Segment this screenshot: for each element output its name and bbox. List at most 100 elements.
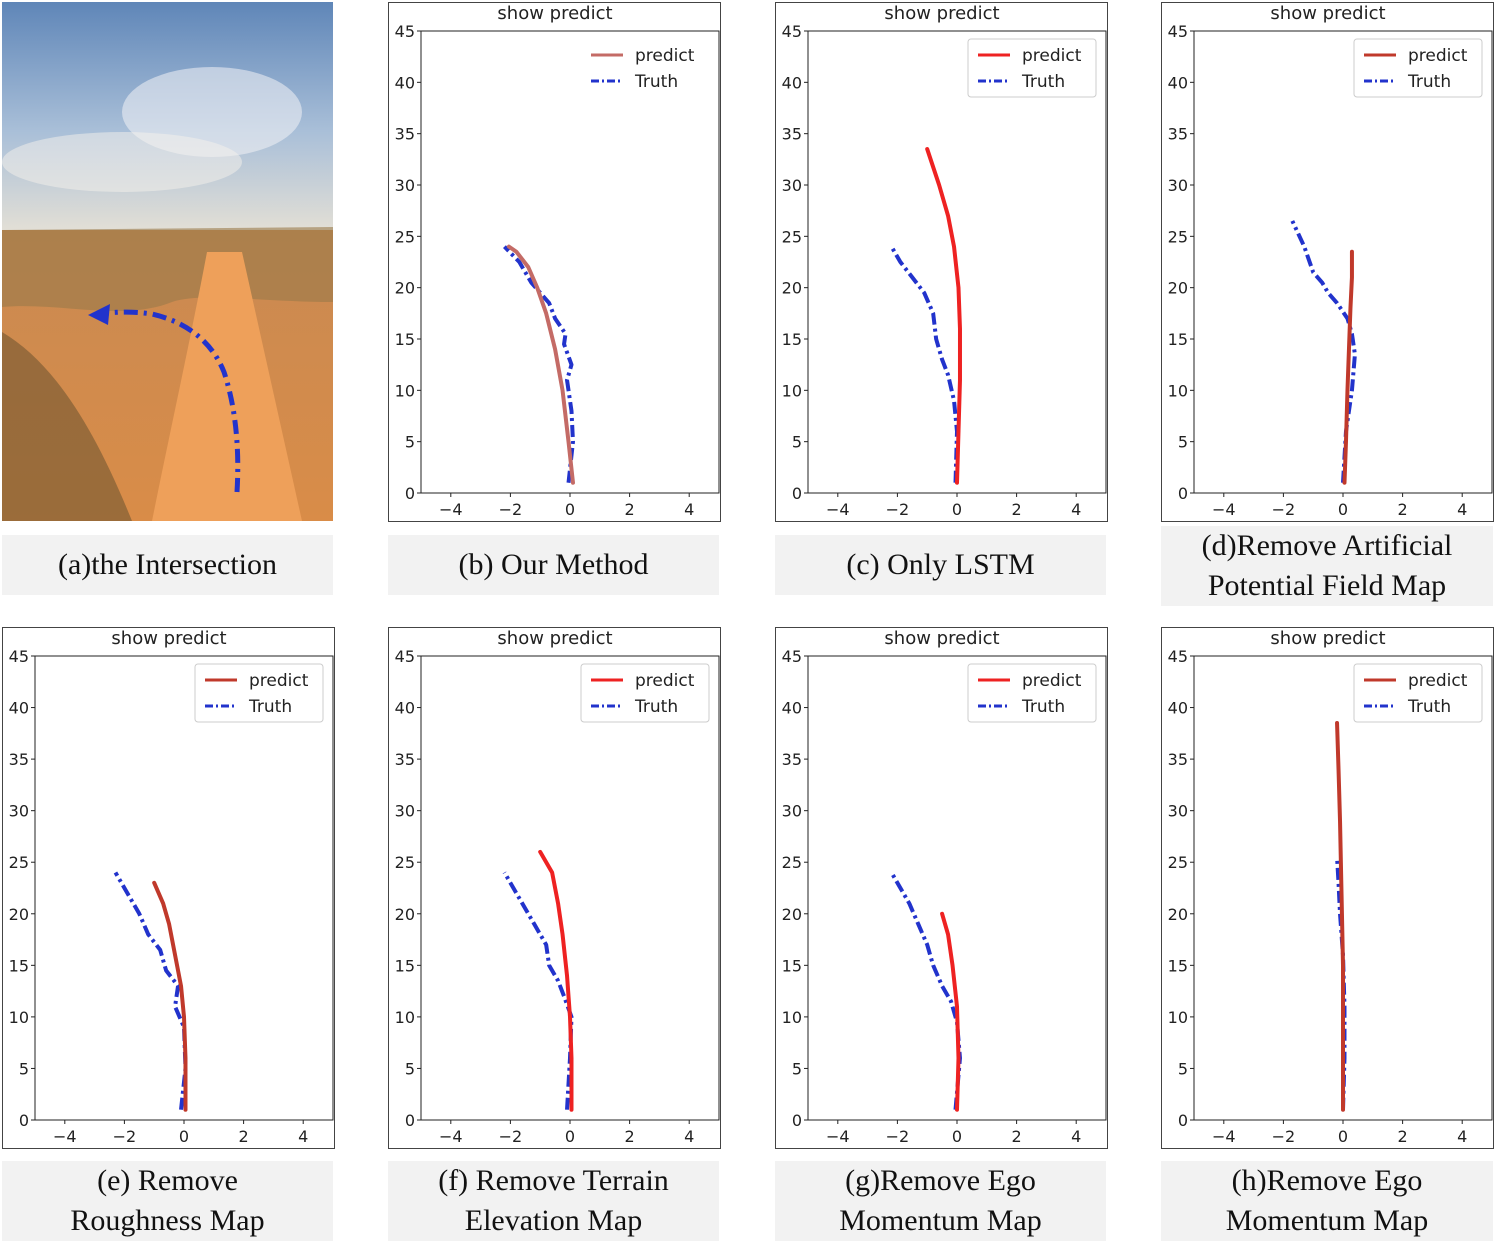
legend-predict-label: predict bbox=[1022, 671, 1082, 691]
y-tick-label: 5 bbox=[405, 433, 415, 452]
series-truth-line bbox=[1290, 220, 1357, 483]
x-tick-label: 0 bbox=[565, 1127, 575, 1146]
legend-truth-label: Truth bbox=[1407, 72, 1451, 92]
caption-c-text: (c) Only LSTM bbox=[846, 548, 1035, 581]
intersection-scene bbox=[2, 2, 333, 521]
legend-predict-label: predict bbox=[1408, 671, 1468, 691]
y-tick-label: 40 bbox=[9, 699, 29, 718]
y-tick-label: 40 bbox=[395, 699, 415, 718]
caption-g: (g)Remove Ego Momentum Map bbox=[775, 1161, 1106, 1241]
caption-h-line2: Momentum Map bbox=[1225, 1204, 1429, 1237]
y-tick-label: 20 bbox=[395, 905, 415, 924]
y-tick-label: 15 bbox=[395, 330, 415, 349]
series-predict-line bbox=[152, 880, 188, 1112]
x-tick-label: 2 bbox=[1398, 500, 1408, 519]
y-tick-label: 30 bbox=[395, 802, 415, 821]
x-tick-label: −2 bbox=[886, 1127, 910, 1146]
chart-h: show predict 0 5 10 15 20 25 30 35 40 45 −4 −2 0 2 4 pre… bbox=[1161, 627, 1494, 1149]
chart-e: show predict 0 5 10 15 20 25 30 35 40 45 −4 −2 0 2 4 pre… bbox=[2, 627, 335, 1149]
x-tick-label: 2 bbox=[625, 1127, 635, 1146]
x-tick-label: −2 bbox=[499, 500, 523, 519]
caption-a: (a)the Intersection bbox=[2, 535, 333, 595]
y-tick-label: 35 bbox=[1168, 750, 1188, 769]
chart-title: show predict bbox=[884, 3, 999, 24]
legend-predict-label: predict bbox=[635, 46, 695, 66]
legend-truth-label: Truth bbox=[1021, 697, 1065, 717]
y-tick-label: 15 bbox=[782, 330, 802, 349]
chart-title: show predict bbox=[497, 3, 612, 24]
caption-e-line2: Roughness Map bbox=[70, 1204, 265, 1237]
x-tick-label: −2 bbox=[499, 1127, 523, 1146]
figure-frame bbox=[388, 2, 721, 522]
legend-truth-label: Truth bbox=[634, 72, 678, 92]
series-predict-line bbox=[1342, 249, 1354, 485]
y-tick-label: 35 bbox=[395, 125, 415, 144]
x-tick-label: 0 bbox=[1338, 500, 1348, 519]
series-predict-line bbox=[1335, 721, 1345, 1112]
x-tick-label: −2 bbox=[113, 1127, 137, 1146]
caption-b: (b) Our Method bbox=[388, 535, 719, 595]
x-tick-label: −4 bbox=[826, 500, 850, 519]
x-tick-label: 0 bbox=[952, 1127, 962, 1146]
y-tick-label: 15 bbox=[782, 956, 802, 975]
caption-e-line1: (e) Remove bbox=[97, 1164, 238, 1197]
y-tick-label: 40 bbox=[782, 699, 802, 718]
caption-f-line2: Elevation Map bbox=[464, 1204, 643, 1237]
y-tick-label: 35 bbox=[9, 750, 29, 769]
y-tick-label: 40 bbox=[395, 73, 415, 92]
x-tick-label: 4 bbox=[298, 1127, 308, 1146]
x-tick-label: 4 bbox=[1457, 1127, 1467, 1146]
y-tick-label: 20 bbox=[1168, 905, 1188, 924]
chart-g: show predict 0 5 10 15 20 25 30 35 40 45 −4 −2 0 2 4 pre… bbox=[775, 627, 1108, 1149]
y-tick-label: 0 bbox=[405, 484, 415, 503]
series-predict-line bbox=[940, 911, 961, 1112]
legend-predict-label: predict bbox=[1408, 46, 1468, 66]
y-tick-label: 35 bbox=[395, 750, 415, 769]
y-tick-label: 10 bbox=[782, 1008, 802, 1027]
caption-h-line1: (h)Remove Ego bbox=[1231, 1164, 1423, 1197]
y-tick-label: 25 bbox=[395, 853, 415, 872]
x-tick-label: −2 bbox=[1272, 1127, 1296, 1146]
y-tick-label: 25 bbox=[782, 227, 802, 246]
y-tick-label: 35 bbox=[782, 125, 802, 144]
series-predict-line bbox=[538, 849, 574, 1112]
arrow-head-icon bbox=[88, 304, 110, 325]
x-tick-label: −2 bbox=[886, 500, 910, 519]
legend-truth-label: Truth bbox=[1407, 697, 1451, 717]
legend-predict-label: predict bbox=[635, 671, 695, 691]
y-tick-label: 30 bbox=[1168, 802, 1188, 821]
chart-f: show predict 0 5 10 15 20 25 30 35 40 45 −4 −2 0 2 4 pre… bbox=[388, 627, 721, 1149]
y-tick-label: 25 bbox=[9, 853, 29, 872]
legend-truth-label: Truth bbox=[1021, 72, 1065, 92]
legend-truth-label: Truth bbox=[248, 697, 292, 717]
x-tick-label: −2 bbox=[1272, 500, 1296, 519]
y-tick-label: 45 bbox=[395, 647, 415, 666]
x-tick-label: −4 bbox=[1212, 1127, 1236, 1146]
intersection-photo bbox=[2, 2, 333, 521]
y-tick-label: 30 bbox=[395, 176, 415, 195]
x-tick-label: 0 bbox=[952, 500, 962, 519]
scrubland bbox=[2, 227, 333, 312]
y-tick-label: 30 bbox=[782, 802, 802, 821]
x-tick-label: 2 bbox=[239, 1127, 249, 1146]
x-tick-label: 0 bbox=[179, 1127, 189, 1146]
y-tick-label: 30 bbox=[1168, 176, 1188, 195]
y-tick-label: 25 bbox=[395, 227, 415, 246]
caption-f-line1: (f) Remove Terrain bbox=[438, 1164, 669, 1197]
y-tick-label: 20 bbox=[9, 905, 29, 924]
x-tick-label: 2 bbox=[1012, 1127, 1022, 1146]
y-tick-label: 0 bbox=[1178, 484, 1188, 503]
y-tick-label: 15 bbox=[9, 956, 29, 975]
y-tick-label: 35 bbox=[782, 750, 802, 769]
y-tick-label: 40 bbox=[1168, 699, 1188, 718]
caption-g-line2: Momentum Map bbox=[839, 1204, 1042, 1237]
x-tick-label: 2 bbox=[625, 500, 635, 519]
y-tick-label: 10 bbox=[1168, 381, 1188, 400]
path-arrow bbox=[99, 309, 241, 493]
x-tick-label: 4 bbox=[684, 1127, 694, 1146]
y-tick-label: 10 bbox=[395, 1008, 415, 1027]
x-tick-label: 0 bbox=[1338, 1127, 1348, 1146]
y-tick-label: 5 bbox=[19, 1059, 29, 1078]
x-tick-label: 4 bbox=[1071, 1127, 1081, 1146]
y-tick-label: 10 bbox=[782, 381, 802, 400]
